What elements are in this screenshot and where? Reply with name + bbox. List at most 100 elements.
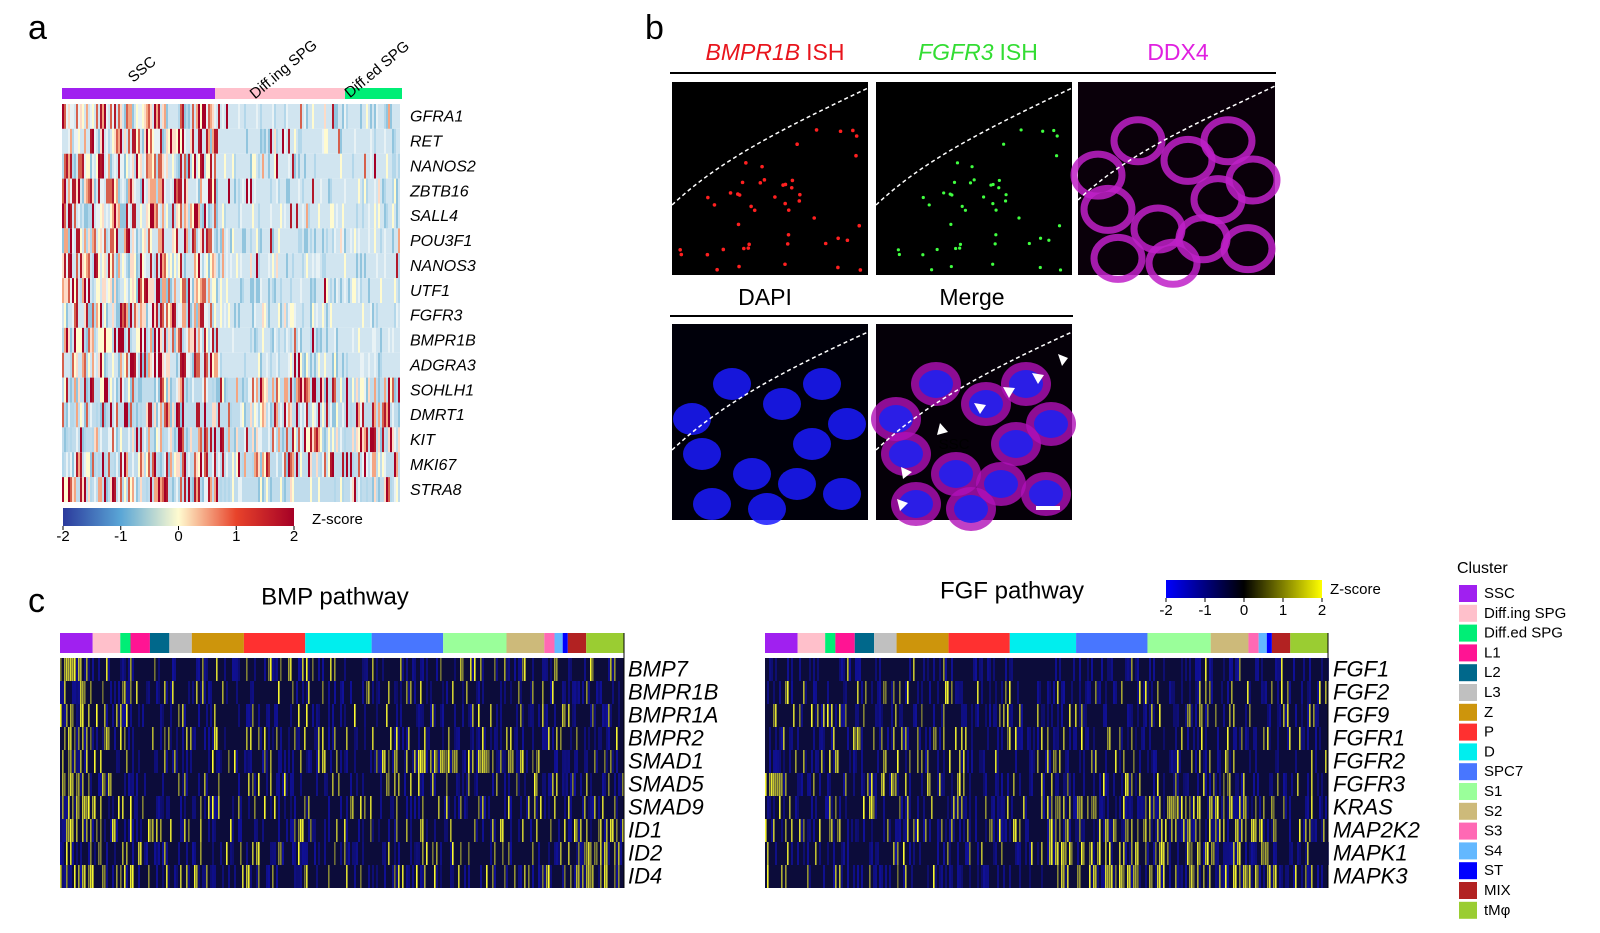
- heatmap-cell: [298, 819, 300, 842]
- heatmap-cell: [1001, 796, 1003, 819]
- heatmap-cell: [250, 278, 252, 303]
- heatmap-cell: [1173, 681, 1175, 704]
- heatmap-cell: [180, 865, 182, 888]
- heatmap-cell: [218, 378, 220, 403]
- heatmap-cell: [1237, 819, 1239, 842]
- heatmap-cell: [132, 228, 134, 253]
- heatmap-cell: [96, 819, 98, 842]
- heatmap-cell: [612, 750, 614, 773]
- heatmap-cell: [144, 253, 146, 278]
- heatmap-cell: [366, 427, 368, 452]
- heatmap-cell: [943, 658, 945, 681]
- heatmap-cell: [1105, 819, 1107, 842]
- heatmap-cell: [1199, 704, 1201, 727]
- heatmap-cell: [284, 378, 286, 403]
- heatmap-cell: [1261, 819, 1263, 842]
- heatmap-cell: [414, 681, 416, 704]
- heatmap-cell: [1247, 796, 1249, 819]
- heatmap-cell: [875, 704, 877, 727]
- heatmap-cell: [292, 452, 294, 477]
- heatmap-cell: [925, 750, 927, 773]
- heatmap-cell: [590, 658, 592, 681]
- heatmap-cell: [809, 819, 811, 842]
- heatmap-cell: [80, 403, 82, 428]
- heatmap-cell: [268, 727, 270, 750]
- heatmap-cell: [913, 658, 915, 681]
- heatmap-cell: [262, 378, 264, 403]
- heatmap-cell: [256, 228, 258, 253]
- heatmap-cell: [132, 378, 134, 403]
- heatmap-cell: [304, 796, 306, 819]
- heatmap-cell: [1277, 704, 1279, 727]
- heatmap-cell: [1135, 658, 1137, 681]
- heatmap-cell: [72, 179, 74, 204]
- heatmap-cell: [78, 328, 80, 353]
- heatmap-cell: [1243, 865, 1245, 888]
- heatmap-cell: [474, 773, 476, 796]
- heatmap-cell: [1235, 842, 1237, 865]
- heatmap-cell: [232, 328, 234, 353]
- heatmap-cell: [472, 658, 474, 681]
- heatmap-cell: [290, 704, 292, 727]
- legend-swatch: [1459, 882, 1477, 899]
- heatmap-cell: [214, 278, 216, 303]
- heatmap-cell: [356, 403, 358, 428]
- heatmap-cell: [1185, 842, 1187, 865]
- heatmap-cell: [110, 681, 112, 704]
- heatmap-cell: [150, 253, 152, 278]
- heatmap-cell: [961, 681, 963, 704]
- heatmap-cell: [1029, 750, 1031, 773]
- heatmap-cell: [166, 154, 168, 179]
- heatmap-cell: [76, 328, 78, 353]
- heatmap-cell: [120, 129, 122, 154]
- heatmap-cell: [272, 253, 274, 278]
- heatmap-cell: [126, 353, 128, 378]
- heatmap-cell: [146, 427, 148, 452]
- heatmap-cell: [120, 353, 122, 378]
- heatmap-cell: [510, 796, 512, 819]
- heatmap-cell: [94, 750, 96, 773]
- heatmap-cell: [156, 328, 158, 353]
- heatmap-cell: [604, 819, 606, 842]
- heatmap-cell: [1181, 865, 1183, 888]
- heatmap-cell: [1213, 819, 1215, 842]
- heatmap-cell: [200, 278, 202, 303]
- heatmap-cell: [96, 727, 98, 750]
- heatmap-cell: [456, 773, 458, 796]
- heatmap-cell: [156, 104, 158, 129]
- heatmap-cell: [390, 477, 392, 502]
- heatmap-cell: [398, 278, 400, 303]
- heatmap-cell: [1079, 819, 1081, 842]
- heatmap-cell: [120, 727, 122, 750]
- heatmap-cell: [182, 353, 184, 378]
- ish-dot: [783, 262, 787, 266]
- heatmap-cell: [975, 819, 977, 842]
- heatmap-cell: [1127, 658, 1129, 681]
- ish-dot: [1056, 134, 1059, 137]
- heatmap-cell: [272, 104, 274, 129]
- heatmap-cell: [104, 328, 106, 353]
- heatmap-cell: [270, 353, 272, 378]
- heatmap-cell: [290, 328, 292, 353]
- gene-label: BMPR2: [628, 725, 704, 750]
- heatmap-cell: [130, 328, 132, 353]
- ish-dot: [1028, 242, 1031, 245]
- heatmap-cell: [260, 278, 262, 303]
- ish-dot: [857, 224, 861, 228]
- heatmap-cell: [925, 727, 927, 750]
- heatmap-cell: [969, 796, 971, 819]
- heatmap-cell: [228, 403, 230, 428]
- cluster-bar: [835, 633, 854, 653]
- heatmap-cell: [536, 819, 538, 842]
- heatmap-cell: [384, 403, 386, 428]
- heatmap-cell: [1151, 681, 1153, 704]
- heatmap-cell: [188, 328, 190, 353]
- heatmap-cell: [64, 819, 66, 842]
- heatmap-cell: [126, 750, 128, 773]
- heatmap-cell: [212, 104, 214, 129]
- heatmap-cell: [208, 278, 210, 303]
- heatmap-cell: [785, 773, 787, 796]
- heatmap-cell: [1095, 865, 1097, 888]
- cluster-bar: [1267, 633, 1272, 653]
- heatmap-cell: [332, 773, 334, 796]
